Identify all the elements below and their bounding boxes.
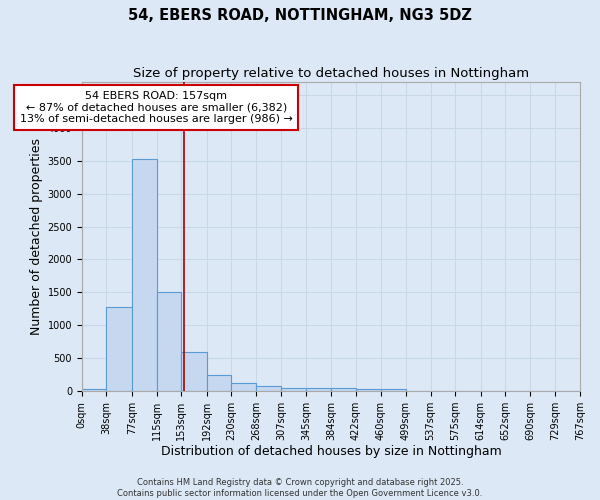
Bar bbox=[181, 352, 206, 391]
Text: Contains HM Land Registry data © Crown copyright and database right 2025.
Contai: Contains HM Land Registry data © Crown c… bbox=[118, 478, 482, 498]
Bar bbox=[256, 386, 281, 391]
Bar bbox=[356, 389, 380, 391]
Bar bbox=[306, 388, 331, 391]
Bar bbox=[132, 158, 157, 391]
Bar bbox=[82, 389, 106, 391]
Y-axis label: Number of detached properties: Number of detached properties bbox=[30, 138, 43, 335]
Bar bbox=[206, 374, 231, 391]
Bar bbox=[157, 292, 181, 391]
Bar bbox=[231, 383, 256, 391]
Text: 54 EBERS ROAD: 157sqm
← 87% of detached houses are smaller (6,382)
13% of semi-d: 54 EBERS ROAD: 157sqm ← 87% of detached … bbox=[20, 91, 293, 124]
Bar bbox=[106, 307, 132, 391]
Title: Size of property relative to detached houses in Nottingham: Size of property relative to detached ho… bbox=[133, 68, 529, 80]
Bar bbox=[380, 389, 406, 391]
Bar bbox=[331, 388, 356, 391]
X-axis label: Distribution of detached houses by size in Nottingham: Distribution of detached houses by size … bbox=[161, 444, 501, 458]
Text: 54, EBERS ROAD, NOTTINGHAM, NG3 5DZ: 54, EBERS ROAD, NOTTINGHAM, NG3 5DZ bbox=[128, 8, 472, 22]
Bar bbox=[281, 388, 306, 391]
